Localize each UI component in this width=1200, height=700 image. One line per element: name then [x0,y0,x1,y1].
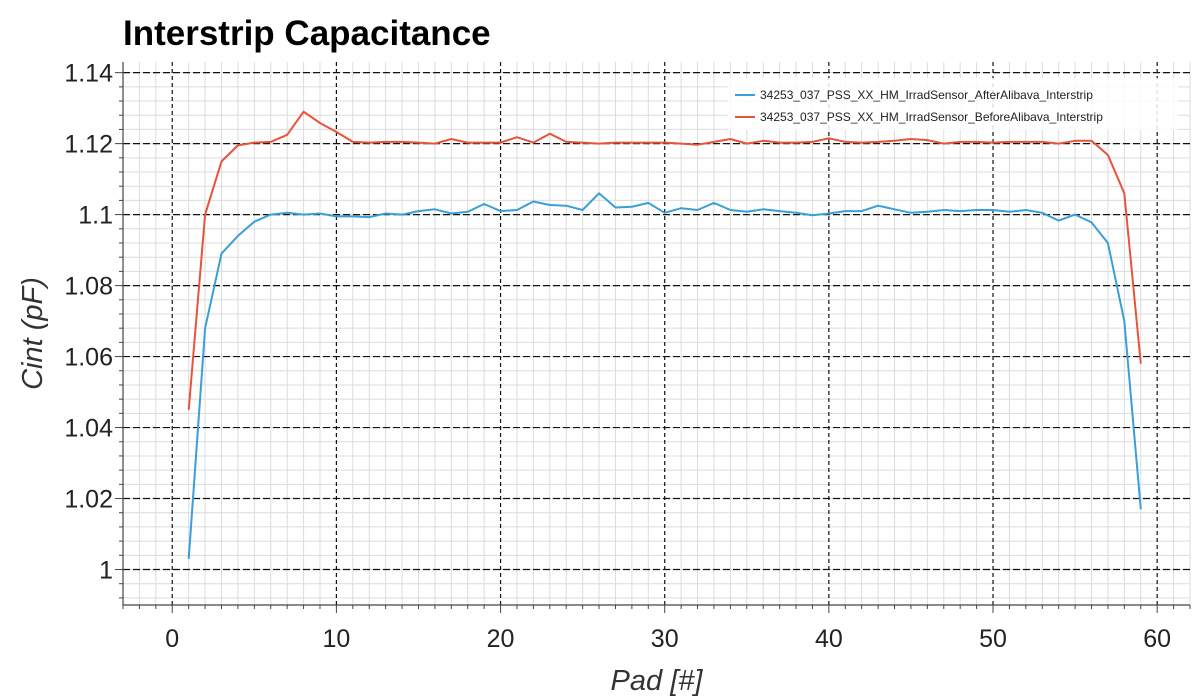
x-axis-label: Pad [#] [611,665,704,697]
x-tick-label: 60 [1143,625,1171,653]
legend-entry: 34253_037_PSS_XX_HM_IrradSensor_AfterAli… [760,88,1093,102]
x-tick-label: 20 [487,625,515,653]
legend-entry: 34253_037_PSS_XX_HM_IrradSensor_BeforeAl… [760,110,1103,124]
chart-title: Interstrip Capacitance [123,14,491,53]
legend-box [728,78,1178,130]
x-tick-label: 10 [322,625,350,653]
y-axis-label: Cint (pF) [17,277,49,390]
series [187,110,1142,559]
x-tick-label: 40 [815,625,843,653]
y-tick-label: 1.02 [64,486,113,514]
legend[interactable]: 34253_037_PSS_XX_HM_IrradSensor_AfterAli… [728,78,1178,130]
x-tick-label: 30 [651,625,679,653]
y-tick-label: 1.14 [64,60,113,88]
axes: 0 10 20 30 40 50 60 1 1.02 1.04 1.06 1.08 1.1 1.12 1.1… [64,60,1191,653]
series-line-2 [187,110,1142,410]
y-tick-label: 1.08 [64,273,113,301]
y-tick-label: 1.04 [64,415,113,443]
series-line-1 [187,192,1142,559]
x-tick-label: 50 [979,625,1007,653]
grid [122,62,1191,605]
y-tick-label: 1.1 [78,202,113,230]
y-tick-label: 1.06 [64,344,113,372]
y-tick-label: 1.12 [64,131,113,159]
x-tick-label: 0 [165,625,179,653]
y-tick-label: 1 [99,557,113,585]
